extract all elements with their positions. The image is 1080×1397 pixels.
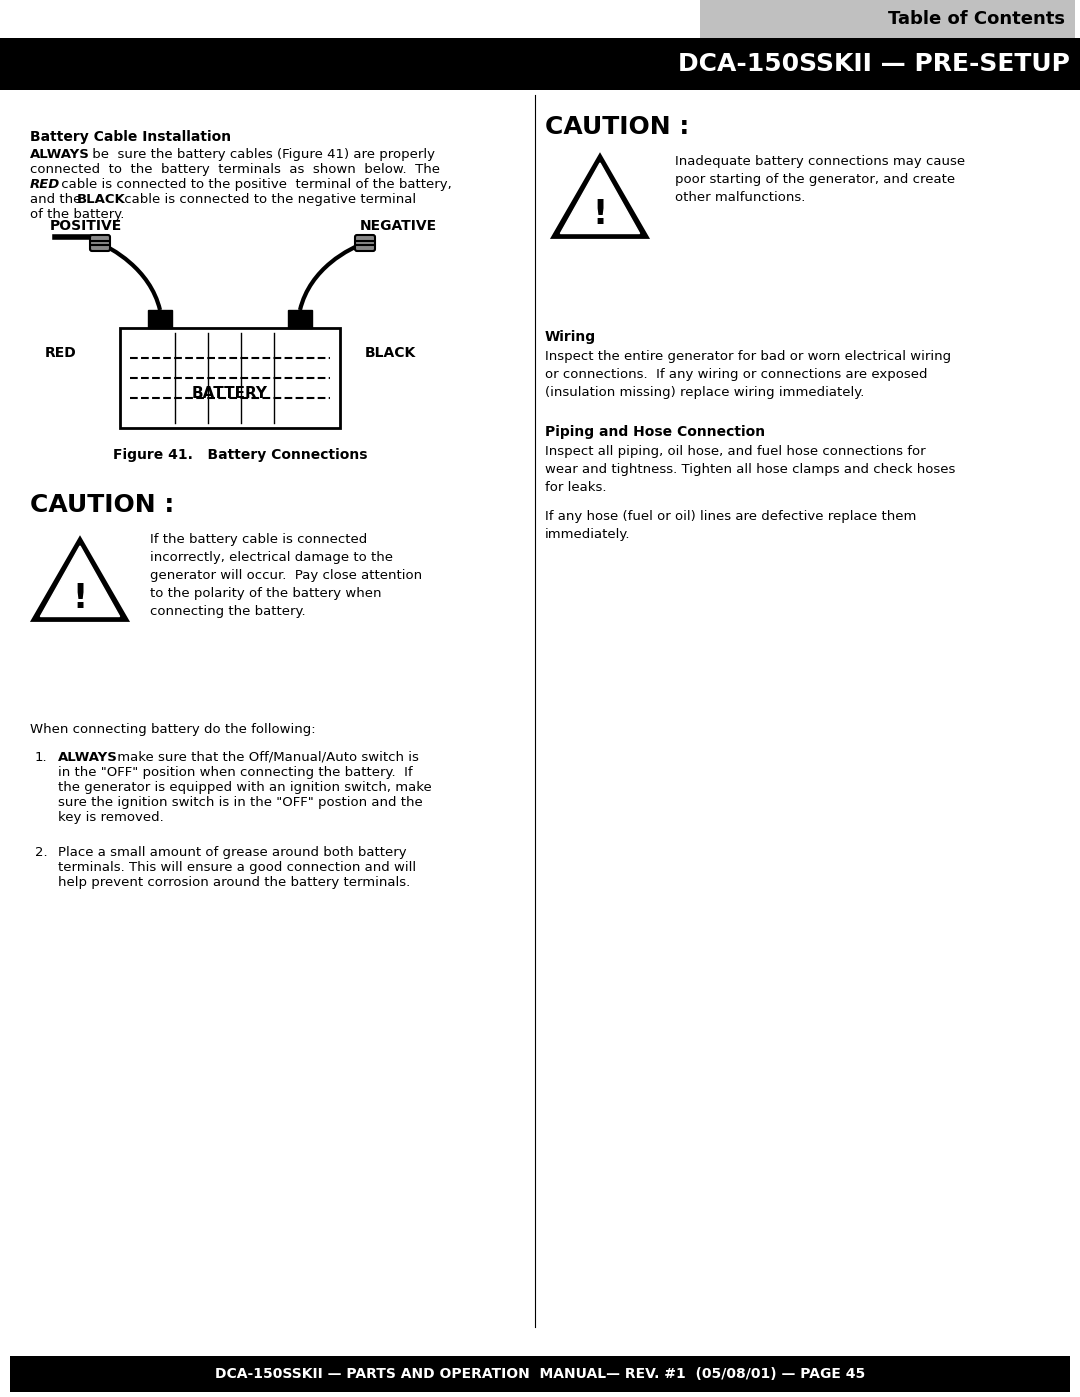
Text: BLACK: BLACK xyxy=(77,193,125,205)
FancyBboxPatch shape xyxy=(0,38,1080,89)
Text: 2.: 2. xyxy=(35,847,48,859)
Text: cable is connected to the negative terminal: cable is connected to the negative termi… xyxy=(120,193,416,205)
Text: cable is connected to the positive  terminal of the battery,: cable is connected to the positive termi… xyxy=(57,177,451,191)
Text: CAUTION :: CAUTION : xyxy=(30,493,174,517)
Text: !: ! xyxy=(593,198,608,232)
Text: If the battery cable is connected
incorrectly, electrical damage to the
generato: If the battery cable is connected incorr… xyxy=(150,534,422,617)
Text: connected  to  the  battery  terminals  as  shown  below.  The: connected to the battery terminals as sh… xyxy=(30,163,440,176)
Text: When connecting battery do the following:: When connecting battery do the following… xyxy=(30,724,315,736)
FancyBboxPatch shape xyxy=(10,1356,1070,1391)
Text: RED: RED xyxy=(45,346,77,360)
Polygon shape xyxy=(552,155,648,237)
Text: NEGATIVE: NEGATIVE xyxy=(360,219,437,233)
Text: sure the ignition switch is in the "OFF" postion and the: sure the ignition switch is in the "OFF"… xyxy=(58,796,422,809)
FancyBboxPatch shape xyxy=(90,235,110,251)
Text: make sure that the Off/Manual/Auto switch is: make sure that the Off/Manual/Auto switc… xyxy=(113,752,419,764)
FancyBboxPatch shape xyxy=(148,310,172,328)
Text: BLACK: BLACK xyxy=(365,346,416,360)
FancyBboxPatch shape xyxy=(288,310,312,328)
Text: !: ! xyxy=(72,581,87,615)
Text: Table of Contents: Table of Contents xyxy=(888,10,1065,28)
Text: be  sure the battery cables (Figure 41) are properly: be sure the battery cables (Figure 41) a… xyxy=(87,148,435,161)
FancyBboxPatch shape xyxy=(120,328,340,427)
Text: RED: RED xyxy=(30,177,60,191)
Text: Figure 41.   Battery Connections: Figure 41. Battery Connections xyxy=(112,448,367,462)
Polygon shape xyxy=(561,163,639,233)
Text: in the "OFF" position when connecting the battery.  If: in the "OFF" position when connecting th… xyxy=(58,766,413,780)
Text: help prevent corrosion around the battery terminals.: help prevent corrosion around the batter… xyxy=(58,876,410,888)
FancyBboxPatch shape xyxy=(355,235,375,251)
Text: key is removed.: key is removed. xyxy=(58,812,164,824)
Text: 1.: 1. xyxy=(35,752,48,764)
Text: Inadequate battery connections may cause
poor starting of the generator, and cre: Inadequate battery connections may cause… xyxy=(675,155,966,204)
Text: ALWAYS: ALWAYS xyxy=(30,148,90,161)
FancyBboxPatch shape xyxy=(700,0,1075,38)
Text: and the: and the xyxy=(30,193,85,205)
Text: ALWAYS: ALWAYS xyxy=(58,752,118,764)
Text: CAUTION :: CAUTION : xyxy=(545,115,689,138)
Text: Place a small amount of grease around both battery: Place a small amount of grease around bo… xyxy=(58,847,407,859)
Text: Inspect all piping, oil hose, and fuel hose connections for
wear and tightness. : Inspect all piping, oil hose, and fuel h… xyxy=(545,446,956,495)
Text: DCA-150SSKII — PARTS AND OPERATION  MANUAL— REV. #1  (05/08/01) — PAGE 45: DCA-150SSKII — PARTS AND OPERATION MANUA… xyxy=(215,1368,865,1382)
Text: of the battery.: of the battery. xyxy=(30,208,124,221)
Text: Wiring: Wiring xyxy=(545,330,596,344)
Polygon shape xyxy=(32,538,127,620)
Polygon shape xyxy=(40,546,120,616)
Text: Battery Cable Installation: Battery Cable Installation xyxy=(30,130,231,144)
Text: Piping and Hose Connection: Piping and Hose Connection xyxy=(545,425,765,439)
Text: Inspect the entire generator for bad or worn electrical wiring
or connections.  : Inspect the entire generator for bad or … xyxy=(545,351,951,400)
Text: DCA-150SSKII — PRE-SETUP: DCA-150SSKII — PRE-SETUP xyxy=(678,52,1070,75)
Text: BATTERY: BATTERY xyxy=(192,386,268,401)
Text: If any hose (fuel or oil) lines are defective replace them
immediately.: If any hose (fuel or oil) lines are defe… xyxy=(545,510,916,541)
Text: POSITIVE: POSITIVE xyxy=(50,219,122,233)
Text: the generator is equipped with an ignition switch, make: the generator is equipped with an igniti… xyxy=(58,781,432,793)
Text: terminals. This will ensure a good connection and will: terminals. This will ensure a good conne… xyxy=(58,861,416,875)
